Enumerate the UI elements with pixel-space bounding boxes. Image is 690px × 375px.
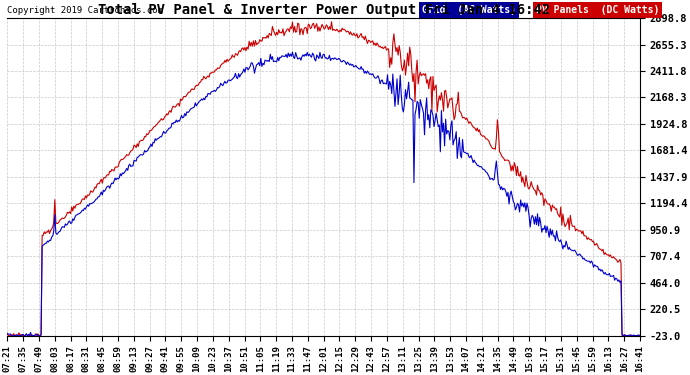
Text: Copyright 2019 Cartronics.com: Copyright 2019 Cartronics.com bbox=[8, 6, 163, 15]
Text: PV Panels  (DC Watts): PV Panels (DC Watts) bbox=[535, 5, 659, 15]
Text: Grid  (AC Watts): Grid (AC Watts) bbox=[422, 5, 515, 15]
Title: Total PV Panel & Inverter Power Output Fri Jan 4 16:42: Total PV Panel & Inverter Power Output F… bbox=[97, 3, 550, 17]
